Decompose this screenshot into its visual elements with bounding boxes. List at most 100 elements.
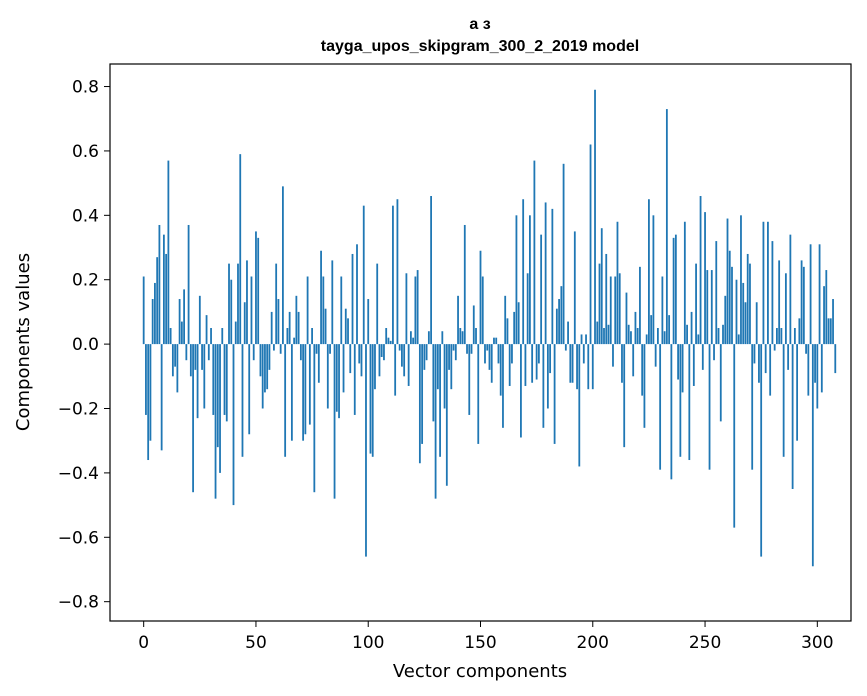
bar-253	[710, 270, 713, 345]
bar-235	[670, 344, 673, 480]
bar-90	[344, 308, 347, 345]
bar-52	[259, 344, 262, 377]
bar-32	[214, 344, 217, 499]
bar-179	[544, 202, 547, 345]
bar-305	[827, 318, 830, 345]
bar-62	[282, 186, 284, 345]
bar-75	[311, 328, 313, 345]
bar-130	[434, 344, 437, 499]
bar-41	[234, 321, 237, 345]
bar-286	[784, 273, 787, 345]
bar-217	[630, 331, 632, 345]
bar-115	[401, 344, 403, 367]
bar-106	[380, 344, 383, 357]
bar-108	[385, 328, 388, 345]
bar-134	[443, 344, 446, 409]
bar-212	[618, 273, 621, 345]
bar-301	[818, 244, 821, 345]
bar-42	[237, 263, 239, 345]
bar-65	[288, 311, 291, 345]
bar-111	[392, 205, 394, 345]
bar-228	[654, 344, 657, 367]
bar-20	[187, 224, 190, 345]
bar-23	[194, 344, 197, 370]
bar-304	[825, 270, 828, 345]
bar-19	[185, 344, 188, 361]
bar-132	[439, 344, 441, 457]
bar-237	[674, 234, 677, 345]
bar-104	[376, 263, 379, 345]
bar-275	[760, 344, 763, 557]
bar-213	[621, 344, 623, 383]
bar-77	[315, 344, 318, 354]
bar-54	[264, 344, 266, 393]
bar-296	[807, 344, 810, 396]
bar-177	[540, 234, 543, 345]
bar-226	[650, 315, 653, 345]
x-axis: 0 50 100 150 200 250 300	[138, 621, 834, 653]
bar-225	[648, 199, 650, 345]
bar-43	[239, 154, 242, 345]
bar-102	[371, 344, 374, 457]
bar-290	[793, 328, 796, 345]
bar-166	[515, 215, 518, 345]
bar-240	[681, 344, 684, 393]
bar-300	[816, 344, 819, 409]
bar-145	[468, 344, 471, 415]
bar-142	[461, 331, 464, 345]
bar-241	[683, 221, 686, 345]
y-tick-label: −0.2	[58, 400, 99, 420]
x-tick-label: 250	[689, 633, 721, 653]
bar-199	[589, 144, 592, 345]
bar-293	[800, 260, 803, 345]
bar-156	[493, 337, 495, 345]
bar-202	[596, 321, 599, 345]
bar-165	[513, 311, 516, 345]
bar-44	[241, 344, 244, 457]
bar-224	[645, 334, 648, 345]
bar-88	[340, 276, 343, 345]
bar-256	[717, 328, 720, 345]
bar-114	[398, 344, 401, 351]
bar-101	[369, 344, 372, 454]
bar-151	[481, 276, 484, 345]
bar-3	[149, 344, 152, 441]
bar-80	[322, 276, 325, 345]
y-axis-label: Components values	[13, 253, 34, 431]
bar-71	[302, 344, 305, 441]
bar-172	[529, 215, 531, 345]
bar-190	[569, 344, 572, 383]
bar-89	[342, 344, 345, 393]
bar-25	[198, 295, 201, 345]
bar-285	[782, 344, 785, 457]
bar-112	[394, 344, 397, 396]
bar-276	[762, 221, 765, 345]
bar-160	[502, 344, 504, 428]
bar-150	[479, 250, 482, 345]
bar-246	[695, 263, 697, 345]
bar-227	[652, 215, 655, 345]
bar-123	[418, 344, 421, 464]
bar-247	[697, 334, 700, 345]
bar-178	[542, 344, 545, 428]
bar-234	[668, 315, 671, 345]
bar-215	[625, 292, 628, 345]
bar-120	[412, 337, 415, 345]
bar-107	[383, 344, 385, 361]
bar-264	[735, 279, 738, 345]
bar-231	[661, 276, 664, 345]
bar-15	[176, 344, 179, 393]
bar-86	[335, 344, 338, 412]
bar-127	[427, 331, 430, 345]
bar-206	[605, 253, 608, 345]
bar-255	[715, 241, 718, 345]
bar-136	[448, 344, 450, 370]
bar-219	[634, 311, 637, 345]
bar-232	[663, 331, 666, 345]
bar-288	[789, 234, 792, 345]
bar-189	[567, 321, 569, 345]
bar-294	[802, 266, 805, 345]
x-tick-label: 300	[801, 633, 833, 653]
bar-81	[324, 308, 327, 345]
